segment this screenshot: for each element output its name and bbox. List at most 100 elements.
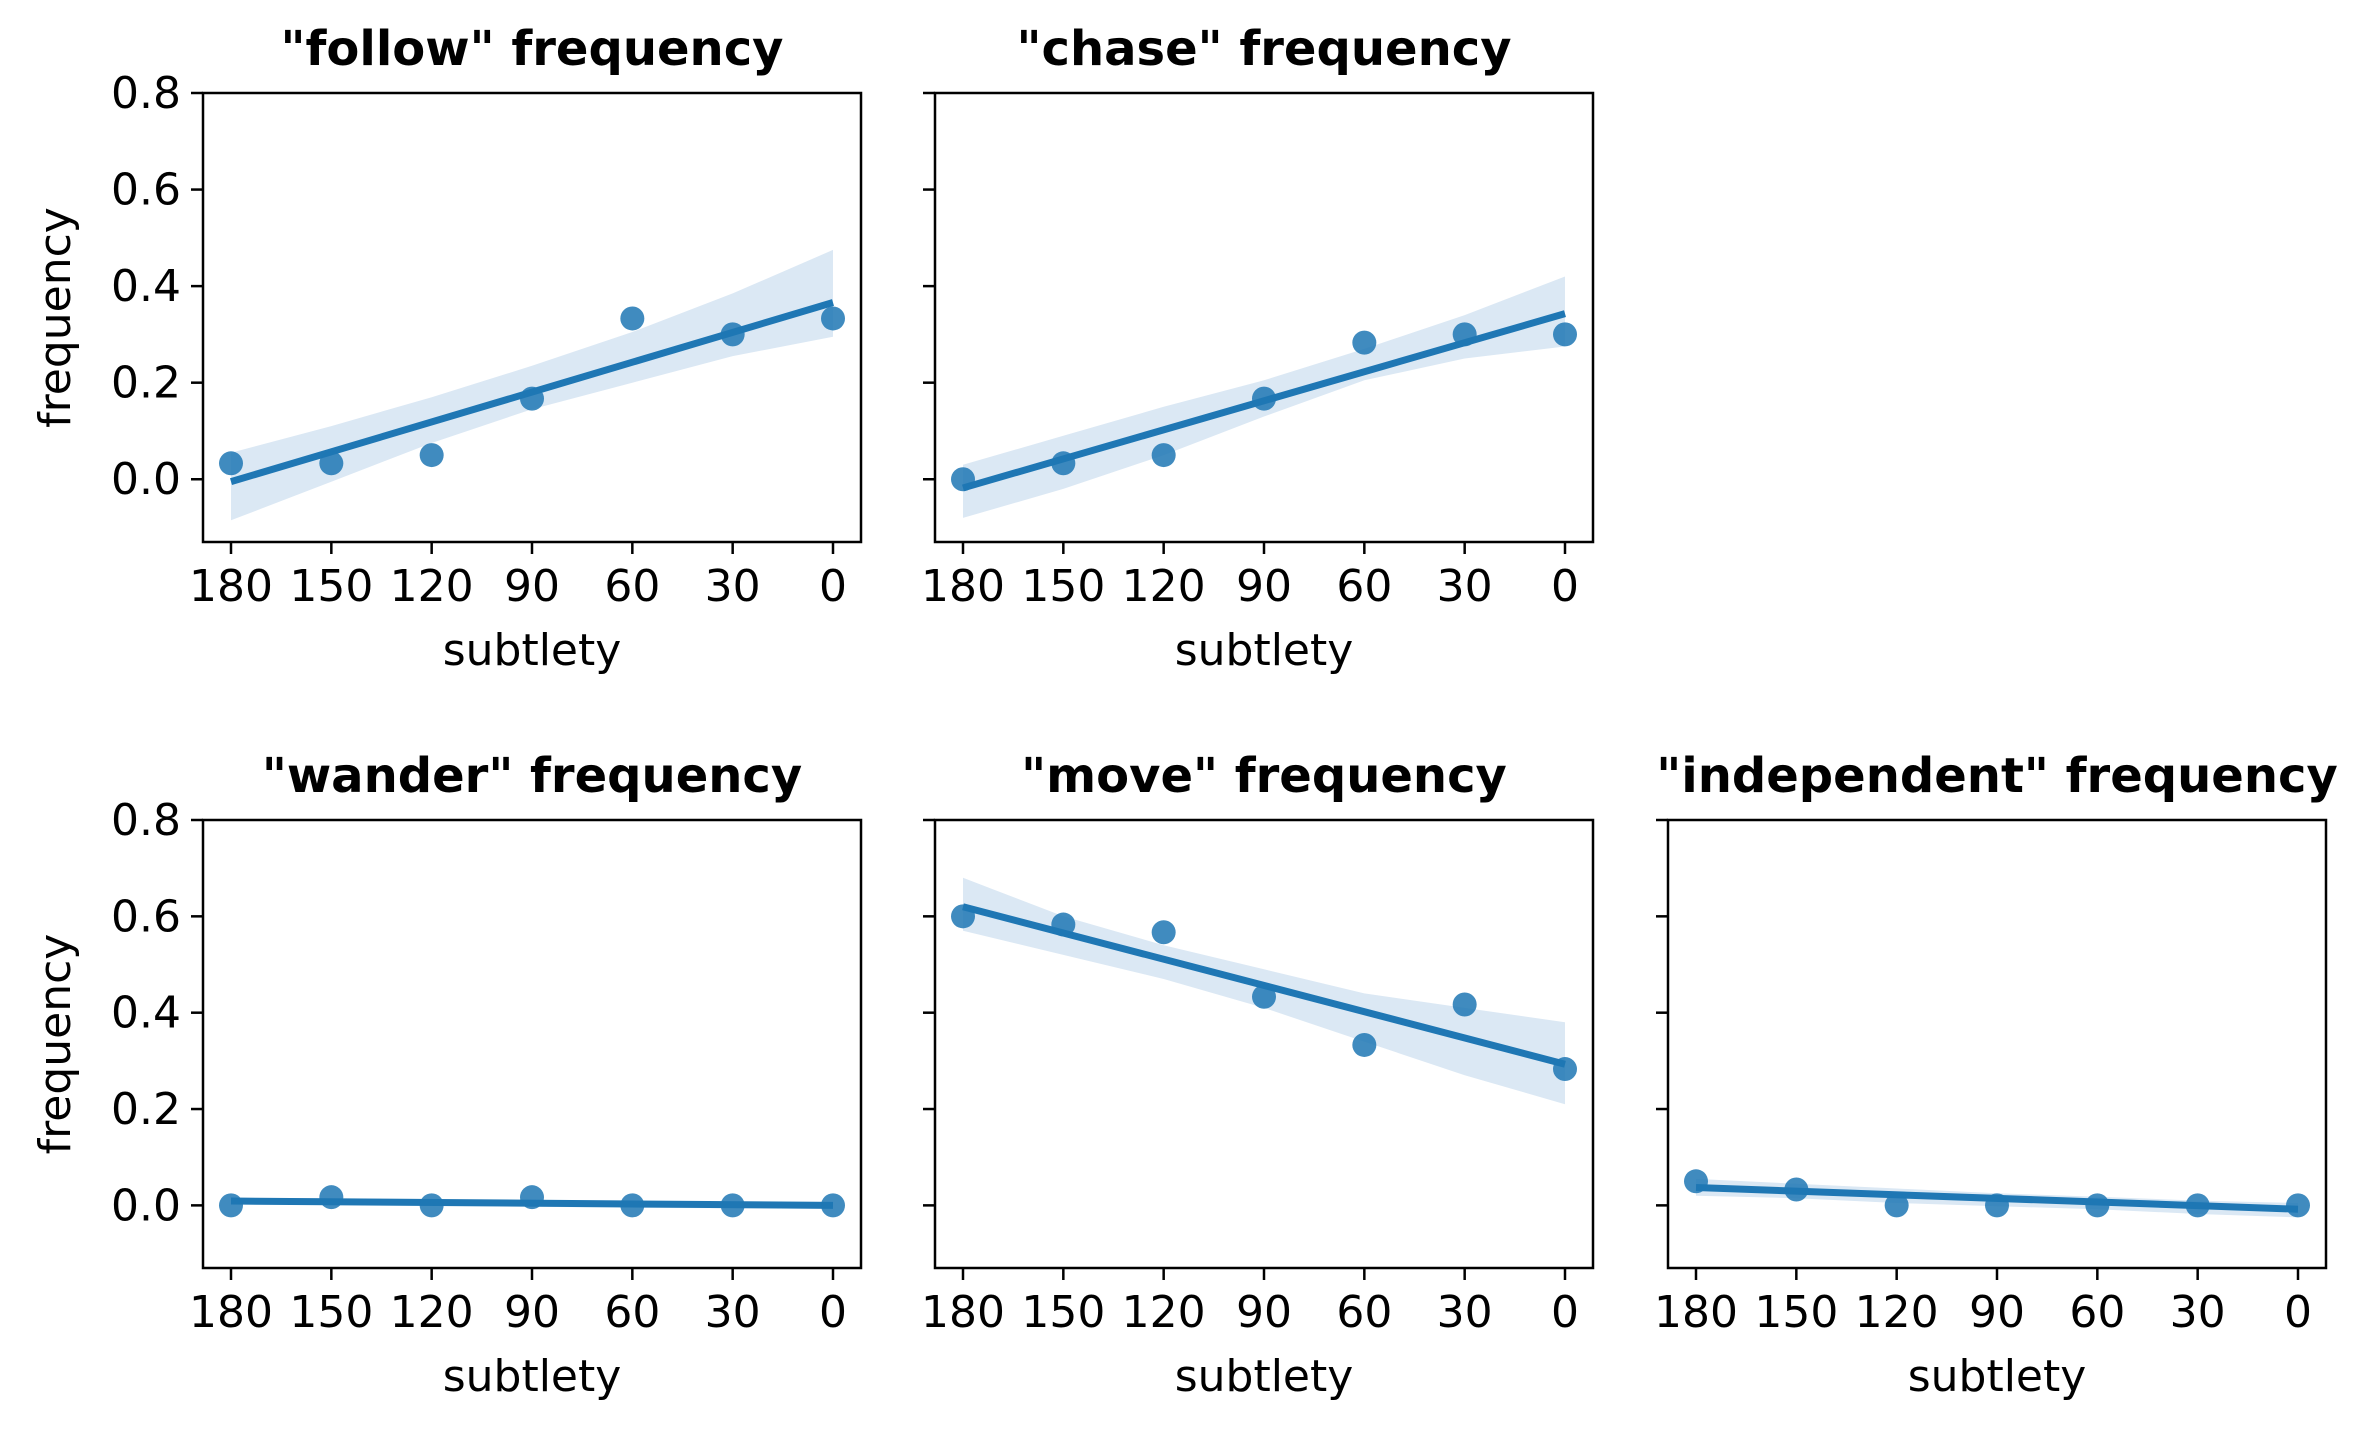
data-point [1252, 984, 1276, 1009]
chart-title: "independent" frequency [1656, 748, 2338, 804]
x-tick-label: 120 [1855, 1287, 1939, 1338]
data-point [1884, 1193, 1909, 1218]
x-tick-label: 30 [705, 1287, 761, 1338]
data-point [219, 451, 243, 476]
data-point [1985, 1193, 2009, 1218]
x-axis-label: subtlety [443, 1351, 622, 1402]
x-tick-label: 90 [504, 1287, 560, 1338]
data-point [1684, 1169, 1708, 1194]
data-point [1452, 992, 1477, 1017]
data-point [319, 451, 344, 476]
data-point [821, 306, 845, 331]
chart-title: "wander" frequency [262, 748, 802, 804]
x-tick-label: 120 [390, 1287, 474, 1338]
x-tick-label: 120 [1122, 561, 1206, 612]
chart-title: "chase" frequency [1017, 21, 1512, 77]
data-point [1553, 1057, 1577, 1082]
x-tick-label: 150 [289, 561, 373, 612]
y-tick-label: 0.4 [111, 261, 181, 312]
data-point [1352, 1032, 1377, 1057]
data-point [720, 322, 745, 347]
x-tick-label: 150 [1754, 1287, 1838, 1338]
x-tick-label: 180 [189, 1287, 273, 1338]
data-point [520, 386, 544, 411]
x-tick-label: 180 [189, 561, 273, 612]
x-tick-label: 30 [2170, 1287, 2226, 1338]
x-tick-label: 30 [1437, 561, 1493, 612]
data-point [1151, 920, 1176, 945]
x-tick-label: 90 [1236, 561, 1292, 612]
data-point [1252, 386, 1276, 411]
x-axis-label: subtlety [1175, 1351, 1354, 1402]
data-point [219, 1193, 243, 1218]
data-point [2085, 1193, 2110, 1218]
y-axis-label: frequency [30, 934, 81, 1155]
data-point [720, 1193, 745, 1218]
data-point [1352, 330, 1377, 355]
data-point [419, 1193, 444, 1218]
x-tick-label: 60 [1336, 561, 1392, 612]
data-point [620, 306, 645, 331]
chart-title: "move" frequency [1021, 748, 1507, 804]
chart-panel-1: 180 150 120 90 60 30 0 0.0 0.2 0.4 0.6 0.8 "follow" … [30, 21, 863, 676]
data-point [319, 1185, 344, 1210]
x-tick-label: 180 [1654, 1287, 1738, 1338]
x-tick-label: 150 [1021, 1287, 1105, 1338]
y-tick-label: 0.2 [111, 1084, 181, 1135]
x-tick-label: 0 [819, 561, 847, 612]
data-point [2286, 1193, 2310, 1218]
y-tick-label: 0.0 [111, 1180, 181, 1231]
x-axis-label: subtlety [1175, 625, 1354, 676]
x-tick-label: 90 [504, 561, 560, 612]
x-axis-label: subtlety [443, 625, 622, 676]
x-tick-label: 0 [1551, 1287, 1579, 1338]
data-point [951, 904, 975, 929]
y-tick-label: 0.2 [111, 358, 181, 409]
data-point [2185, 1193, 2210, 1218]
data-point [1051, 451, 1076, 476]
y-tick-label: 0.0 [111, 454, 181, 505]
data-point [620, 1193, 645, 1218]
x-tick-label: 90 [1969, 1287, 2025, 1338]
x-tick-label: 180 [921, 561, 1005, 612]
data-point [1051, 912, 1076, 937]
x-tick-label: 60 [1336, 1287, 1392, 1338]
x-tick-label: 60 [2069, 1287, 2125, 1338]
data-point [821, 1193, 845, 1218]
x-tick-label: 180 [921, 1287, 1005, 1338]
x-tick-label: 120 [390, 561, 474, 612]
x-tick-label: 150 [1021, 561, 1105, 612]
x-tick-label: 0 [1551, 561, 1579, 612]
confidence-band [231, 249, 833, 521]
x-tick-label: 90 [1236, 1287, 1292, 1338]
x-tick-label: 30 [1437, 1287, 1493, 1338]
x-axis-label: subtlety [1908, 1351, 2087, 1402]
x-tick-label: 0 [819, 1287, 847, 1338]
x-tick-label: 120 [1122, 1287, 1206, 1338]
data-point [1553, 322, 1577, 347]
data-point [1452, 322, 1477, 347]
y-tick-label: 0.6 [111, 165, 181, 216]
data-point [419, 443, 444, 468]
data-point [520, 1185, 544, 1210]
x-tick-label: 60 [604, 561, 660, 612]
chart-panel-4: 180 150 120 90 60 30 0 "move" frequency subtlety [921, 748, 1595, 1402]
chart-panel-5: 180 150 120 90 60 30 0 "independent" frequency s… [1654, 748, 2338, 1402]
y-tick-label: 0.6 [111, 891, 181, 942]
chart-title: "follow" frequency [281, 21, 784, 77]
y-tick-label: 0.4 [111, 988, 181, 1039]
x-tick-label: 150 [289, 1287, 373, 1338]
y-axis-label: frequency [30, 207, 81, 428]
y-tick-label: 0.8 [111, 68, 181, 119]
chart-panel-3: 180 150 120 90 60 30 0 0.0 0.2 0.4 0.6 0.8 "wander" … [30, 748, 863, 1402]
x-tick-label: 60 [604, 1287, 660, 1338]
x-tick-label: 0 [2284, 1287, 2312, 1338]
chart-panel-2: 180 150 120 90 60 30 0 "chase" frequency subtlet… [921, 21, 1595, 676]
y-tick-label: 0.8 [111, 795, 181, 846]
data-point [1151, 443, 1176, 468]
x-tick-label: 30 [705, 561, 761, 612]
data-point [1784, 1177, 1809, 1202]
data-point [951, 467, 975, 492]
